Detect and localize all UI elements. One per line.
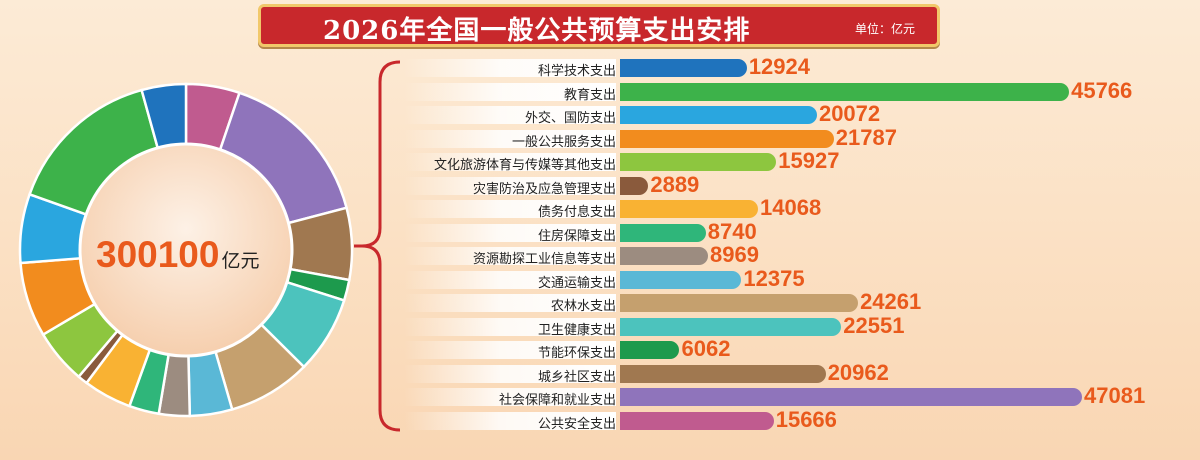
bar-label: 节能环保支出 (537, 346, 616, 361)
bar (620, 106, 817, 124)
total-unit: 亿元 (221, 250, 260, 272)
bar-value-label: 15927 (778, 148, 840, 173)
bar-label: 教育支出 (563, 87, 616, 103)
bar-value-label: 12375 (743, 265, 805, 291)
bar-row: 债务付息支出 14068 (404, 195, 1184, 220)
label-background (404, 153, 616, 171)
bar-value-label: 6062 (681, 336, 731, 361)
bar (620, 341, 680, 359)
unit-label: 单位：亿元 (854, 22, 915, 36)
label-background (404, 59, 616, 77)
bar-label: 交通运输支出 (537, 275, 616, 291)
bar (620, 200, 759, 218)
label-background (404, 294, 616, 312)
label-background (404, 106, 616, 124)
label-background (404, 129, 616, 148)
bar-row: 节能环保支出 6062 (404, 336, 1184, 361)
label-background (404, 341, 616, 359)
bar-row: 灾害防治及应急管理支出 2889 (404, 172, 1184, 197)
bar (620, 294, 859, 312)
label-background (404, 317, 616, 336)
bar-label: 科学技术支出 (537, 64, 616, 79)
bar-label: 社会保障和就业支出 (498, 393, 616, 408)
label-background (404, 223, 616, 242)
bar-value-label: 2889 (650, 171, 700, 197)
bar-label: 资源勘探工业信息等支出 (472, 252, 616, 267)
bar (620, 129, 834, 148)
bar-value-label: 47081 (1084, 383, 1146, 408)
bar (620, 317, 842, 336)
total-display: 300100 亿元 (96, 234, 259, 276)
bar-label: 外交、国防支出 (524, 111, 616, 126)
bar-row: 农林水支出 24261 (404, 289, 1184, 314)
label-background (404, 270, 616, 289)
label-background (404, 82, 616, 101)
bar (620, 176, 649, 195)
label-background (404, 388, 616, 406)
donut-chart (18, 82, 354, 418)
donut-center (78, 142, 294, 358)
bar-value-label: 15666 (775, 406, 837, 432)
bar-row: 社会保障和就业支出 47081 (404, 383, 1184, 408)
bar (620, 82, 1070, 101)
bar-row: 公共安全支出 15666 (404, 407, 1184, 432)
bar-label: 住房保障支出 (537, 228, 616, 244)
bracket (354, 60, 401, 432)
label-background (404, 176, 616, 195)
bar-row: 外交、国防支出 20072 (404, 101, 1184, 126)
total-value: 300100 (96, 234, 220, 275)
bar-row: 科学技术支出 12924 (404, 54, 1184, 79)
label-background (404, 411, 616, 430)
bar (620, 59, 747, 77)
title-banner: 2026年全国一般公共预算支出安排 单位：亿元 (258, 4, 940, 47)
bar-value-label: 24261 (860, 289, 922, 314)
bar-label: 公共安全支出 (537, 416, 616, 432)
bar-label: 灾害防治及应急管理支出 (472, 181, 616, 197)
bar-label: 文化旅游体育与传媒等其他支出 (433, 158, 616, 173)
bar-value-label: 14068 (760, 195, 822, 220)
bar-value-label: 45766 (1071, 77, 1133, 103)
bar-label: 债务付息支出 (537, 205, 616, 220)
bar-value-label: 8969 (710, 242, 759, 267)
label-background (404, 364, 616, 383)
bar (620, 153, 777, 171)
bar (620, 364, 826, 383)
bar-row: 城乡社区支出 20962 (404, 360, 1184, 385)
bar (620, 223, 706, 242)
bar (620, 411, 774, 430)
bar-label: 一般公共服务支出 (511, 134, 616, 150)
bar-value-label: 8740 (707, 218, 757, 244)
chart-title: 2026年全国一般公共预算支出安排 (323, 16, 751, 46)
bar-row: 文化旅游体育与传媒等其他支出 15927 (404, 148, 1184, 173)
bar-row: 资源勘探工业信息等支出 8969 (404, 242, 1184, 267)
bar-row: 交通运输支出 12375 (404, 266, 1184, 291)
label-background (404, 200, 616, 218)
bar (620, 247, 708, 265)
bar-row: 卫生健康支出 22551 (404, 313, 1184, 338)
bar (620, 388, 1082, 406)
bar (620, 270, 742, 289)
bar-value-label: 20072 (818, 101, 881, 126)
bar-row: 住房保障支出 8740 (404, 219, 1184, 244)
bar-row: 教育支出 45766 (404, 78, 1184, 103)
bar-label: 卫生健康支出 (537, 322, 616, 338)
bar-value-label: 20962 (827, 359, 889, 385)
bar-value-label: 12924 (748, 54, 810, 79)
bar-label: 城乡社区支出 (537, 369, 616, 385)
bar-label: 农林水支出 (550, 299, 616, 314)
bar-value-label: 21787 (835, 124, 897, 150)
donut-segments (18, 82, 354, 418)
bar-value-label: 22551 (843, 312, 905, 338)
bar-row: 一般公共服务支出 21787 (404, 125, 1184, 150)
label-background (404, 247, 616, 265)
